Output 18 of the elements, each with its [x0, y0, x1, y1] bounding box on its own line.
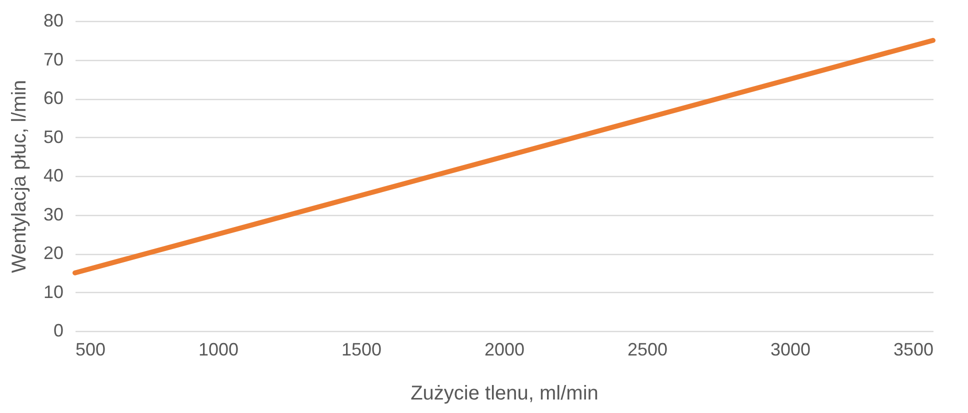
y-tick-label: 70: [43, 49, 64, 70]
y-tick-label: 80: [43, 10, 64, 30]
y-tick-label: 60: [43, 88, 64, 108]
x-tick-label: 2000: [484, 340, 525, 360]
x-tick-label: 1500: [341, 340, 382, 360]
y-tick-label: 10: [43, 282, 64, 302]
y-axis-title: Wentylacja płuc, l/min: [8, 80, 30, 274]
y-tick-label: 30: [43, 204, 64, 224]
y-tick-label: 40: [43, 166, 64, 186]
y-tick-label: 20: [43, 243, 64, 263]
x-tick-label: 3000: [770, 340, 811, 360]
x-tick-label: 3500: [893, 340, 934, 360]
x-tick-label: 2500: [627, 340, 668, 360]
x-tick-label: 500: [76, 340, 106, 360]
y-tick-label: 50: [43, 126, 64, 147]
y-tick-label: 0: [53, 320, 64, 340]
x-tick-label: 1000: [198, 340, 239, 360]
x-axis-title: Zużycie tlenu, ml/min: [410, 382, 598, 404]
